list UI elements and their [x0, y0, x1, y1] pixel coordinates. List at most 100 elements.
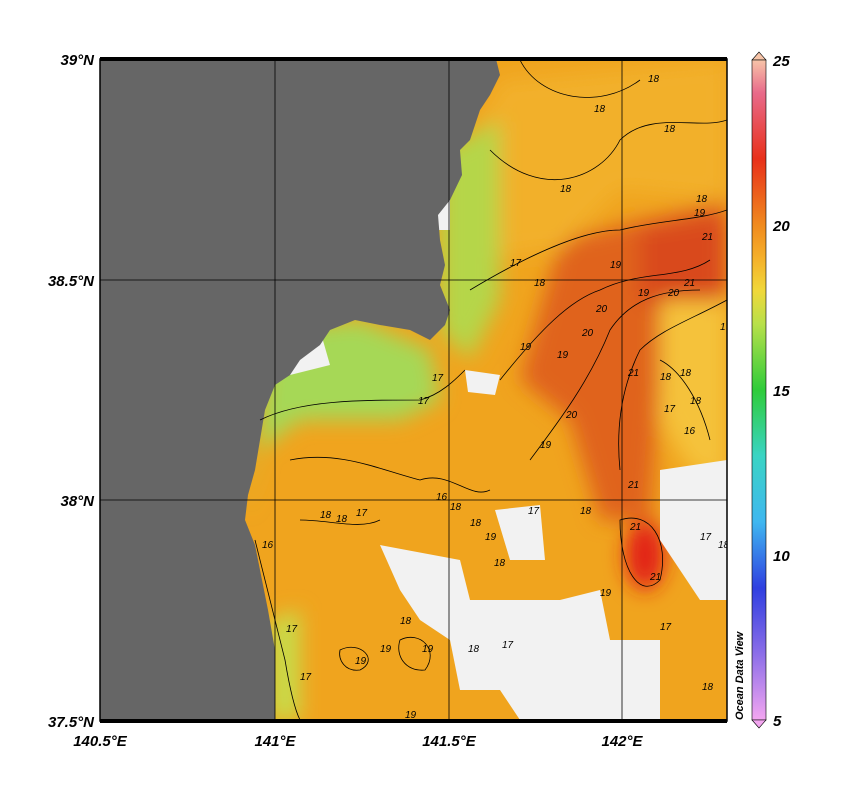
contour-line — [398, 637, 431, 671]
contour-label: 20 — [581, 328, 594, 339]
contour-label: 16 — [262, 540, 274, 551]
graticule — [100, 59, 727, 721]
contour-label: 20 — [595, 304, 608, 315]
contour-line — [619, 517, 663, 587]
contour-label: 17 — [700, 532, 712, 543]
contour-label: 19 — [520, 342, 532, 353]
no-data-patch-south — [380, 545, 660, 720]
contour-label: 20 — [565, 410, 578, 421]
contour-line — [254, 539, 301, 721]
contour-label: 21 — [627, 480, 639, 491]
contour-label: 18 — [718, 540, 730, 551]
contour-label: 21 — [649, 572, 661, 583]
contour-lines — [254, 59, 727, 721]
no-data-patch-southeast — [660, 460, 727, 600]
contour-line — [499, 259, 711, 381]
lat-tick-label: 37.5°N — [48, 714, 95, 731]
contour-label: 18 — [400, 616, 412, 627]
contour-label: 17 — [664, 404, 676, 415]
contour-label: 17 — [300, 672, 312, 683]
colorbar-top-cap — [751, 51, 767, 61]
contour-label: 19 — [638, 288, 650, 299]
contour-label: 21 — [701, 232, 713, 243]
lat-tick-label: 38.5°N — [48, 273, 95, 290]
contour-label: 19 — [355, 656, 367, 667]
contour-label: 17 — [510, 258, 522, 269]
contour-label: 19 — [540, 440, 552, 451]
contour-line — [339, 646, 369, 671]
colorbar-tick-label: 15 — [773, 383, 790, 400]
contour-label: 18 — [450, 502, 462, 513]
contour-label: 18 — [660, 372, 672, 383]
lon-axis-labels: 140.5°E 141°E 141.5°E 142°E — [73, 733, 643, 750]
contour-label: 18 — [702, 682, 714, 693]
contour-line — [529, 289, 701, 461]
colorbar-bottom-cap — [751, 719, 767, 729]
lat-tick-label: 38°N — [60, 493, 95, 510]
contour-label: 17 — [528, 506, 540, 517]
contour-label: 18 — [680, 368, 692, 379]
contour-line — [659, 359, 711, 441]
contour-label: 16 — [436, 492, 448, 503]
hot-spot-region — [625, 520, 665, 590]
contour-label: 21 — [683, 278, 695, 289]
contour-label: 18 — [648, 74, 660, 85]
contour-label: 18 — [534, 278, 546, 289]
contour-label: 18 — [320, 510, 332, 521]
ocean-data-view-watermark: Ocean Data View — [734, 630, 746, 720]
contour-label: 18 — [468, 644, 480, 655]
contour-label: 19 — [694, 208, 706, 219]
contour-label: 17 — [660, 622, 672, 633]
frame-ticks — [100, 57, 727, 723]
north-yellow-region — [470, 60, 727, 260]
contour-label: 17 — [720, 322, 732, 333]
lon-tick-label: 142°E — [601, 733, 643, 750]
contour-label: 17 — [432, 373, 444, 384]
contour-label: 19 — [485, 532, 497, 543]
contour-label: 19 — [600, 588, 612, 599]
contour-line — [289, 456, 491, 493]
no-data-patch-center — [495, 505, 545, 560]
contour-line — [299, 519, 381, 525]
contour-line — [489, 119, 727, 181]
contour-label: 17 — [418, 396, 430, 407]
contour-label: 21 — [627, 368, 639, 379]
lon-tick-label: 141.5°E — [422, 733, 477, 750]
lat-axis-labels: 39°N 38.5°N 38°N 37.5°N — [48, 52, 95, 731]
contour-label: 17 — [502, 640, 514, 651]
contour-line — [519, 59, 641, 98]
contour-label: 18 — [470, 518, 482, 529]
contour-label: 17 — [356, 508, 368, 519]
contour-label: 19 — [557, 350, 569, 361]
contour-label: 19 — [610, 260, 622, 271]
contour-line — [469, 209, 727, 291]
contour-label: 18 — [494, 558, 506, 569]
contour-label: 19 — [405, 710, 417, 721]
south-yellow-region — [270, 610, 300, 720]
contour-label: 19 — [380, 644, 392, 655]
colorbar-tick-label: 25 — [772, 53, 790, 70]
contour-label: 18 — [580, 506, 592, 517]
colorbar: 25 20 15 10 5 Ocean Data View — [734, 51, 790, 730]
contour-line — [259, 369, 466, 421]
no-data-patch-cape — [465, 370, 500, 395]
contour-label: 21 — [629, 522, 641, 533]
contour-label: 18 — [560, 184, 572, 195]
land-mass — [100, 59, 500, 720]
contour-label: 20 — [667, 288, 680, 299]
colorbar-bar — [751, 59, 767, 721]
east-yellow-region — [660, 300, 727, 480]
contour-label: 16 — [684, 426, 696, 437]
colorbar-tick-label: 20 — [772, 218, 790, 235]
contour-label: 18 — [690, 396, 702, 407]
colorbar-tick-label: 10 — [773, 548, 790, 565]
contour-label: 18 — [696, 194, 708, 205]
contour-label: 18 — [664, 124, 676, 135]
contour-label: 17 — [286, 624, 298, 635]
colorbar-tick-label: 5 — [773, 713, 782, 730]
contour-label: 18 — [336, 514, 348, 525]
lon-tick-label: 141°E — [254, 733, 296, 750]
